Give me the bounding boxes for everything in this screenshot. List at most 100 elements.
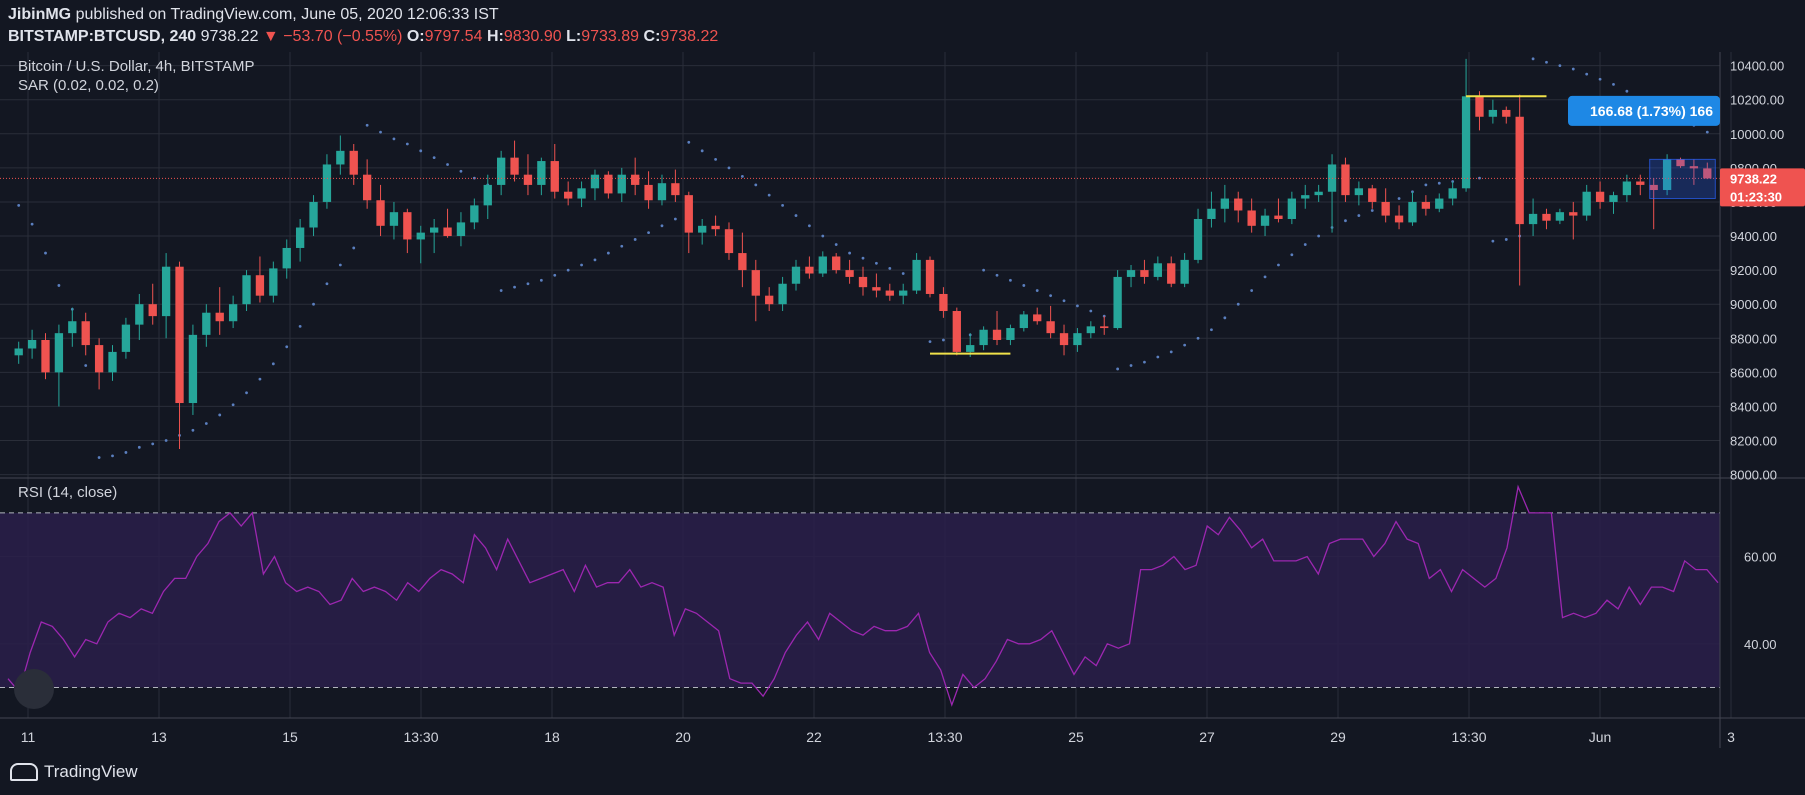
candle [952, 307, 961, 356]
candle-body [41, 339, 50, 373]
open-value: 9797.54 [424, 28, 483, 45]
candle-body [1193, 218, 1203, 260]
candle [631, 157, 640, 196]
sar-dot [1571, 67, 1575, 71]
candle [1488, 99, 1498, 124]
rsi-legend[interactable]: RSI (14, close) [18, 484, 117, 501]
sar-dot [204, 422, 208, 425]
published-text: published on TradingView.com, June 05, 2… [75, 6, 499, 23]
rsi-levels [0, 512, 1720, 688]
sar-dot [258, 377, 262, 381]
candle [1140, 259, 1149, 284]
price-tick-label: 10200.00 [1730, 93, 1784, 108]
sar-legend[interactable]: SAR (0.02, 0.02, 0.2) [18, 77, 159, 94]
price-tick-label: 10000.00 [1730, 127, 1784, 142]
tradingview-logo[interactable]: TradingView [10, 762, 138, 782]
time-tick-label: 15 [282, 729, 298, 745]
candle-body [255, 275, 265, 296]
symbol-label[interactable]: BITSTAMP:BTCUSD, 240 [8, 28, 197, 45]
candle [309, 195, 318, 237]
candlestick-chart[interactable]: 10400.0010200.0010000.009800.009600.0094… [0, 52, 1805, 748]
candle [255, 256, 265, 303]
candle [1234, 191, 1243, 223]
candle-body [1461, 96, 1471, 189]
candle [1381, 188, 1390, 223]
candle-body [1086, 326, 1095, 334]
candle [362, 159, 372, 209]
sar-dot [164, 439, 168, 442]
candle [724, 222, 734, 260]
measure-box[interactable] [1649, 158, 1716, 200]
candle-body [121, 324, 131, 352]
candle-body [135, 304, 144, 325]
sar-dot [1531, 57, 1535, 61]
sar-dot [1344, 219, 1347, 223]
candle-body [1528, 213, 1538, 225]
key-levels [930, 95, 1547, 355]
instrument-legend[interactable]: Bitcoin / U.S. Dollar, 4h, BITSTAMP [18, 58, 254, 75]
candle [188, 324, 198, 415]
candle-body [1622, 181, 1632, 196]
candle [94, 338, 104, 390]
candle [497, 150, 506, 196]
candle-body [470, 205, 479, 223]
candle-body [1059, 333, 1069, 346]
sar-dot [580, 263, 583, 267]
sar-dot [84, 364, 88, 367]
candle [389, 201, 399, 240]
measure-tooltip-text: 166.68 (1.73%) 166 [1590, 103, 1713, 119]
candle-body [456, 222, 466, 237]
sar-dot [231, 403, 235, 407]
candle-body [389, 212, 399, 226]
candle [644, 171, 653, 209]
candle-body [68, 321, 77, 334]
candle-body [872, 287, 881, 291]
sar-dot [111, 454, 114, 458]
sar-dot [1545, 60, 1548, 64]
price-tick-label: 9400.00 [1730, 229, 1777, 244]
sar-dot [312, 302, 315, 306]
sar-dot [861, 256, 865, 260]
candle [1689, 159, 1699, 185]
candle-body [1542, 213, 1551, 221]
sar-dot [1317, 234, 1321, 238]
sar-dot [1263, 275, 1267, 279]
sar-dot [901, 272, 905, 275]
candle-body [148, 304, 157, 317]
candle-body [215, 312, 224, 322]
chart-header: JibinMG published on TradingView.com, Ju… [0, 0, 1805, 52]
publisher-name[interactable]: JibinMG [8, 6, 72, 23]
candle-body [979, 329, 988, 346]
candle [148, 283, 157, 325]
candle [657, 174, 667, 206]
sar-dot [1049, 294, 1053, 298]
candle [1086, 321, 1095, 339]
sar-dot [1370, 209, 1374, 212]
rsi-axis[interactable]: 60.00 40.00 [1744, 550, 1777, 652]
sar-dot [1196, 336, 1200, 340]
sar-dot [700, 149, 704, 153]
sar-dot [1169, 350, 1173, 354]
sar-dot [1143, 360, 1146, 364]
candle [791, 259, 801, 291]
candle-body [1019, 314, 1028, 329]
candle [523, 154, 533, 196]
sar-dot [740, 174, 744, 178]
price-tick-label: 8200.00 [1730, 434, 1777, 449]
sar-dot [1183, 343, 1187, 347]
sar-dot [513, 285, 516, 289]
price-axis[interactable]: 10400.0010200.0010000.009800.009600.0094… [1730, 59, 1784, 483]
candle [550, 144, 559, 199]
candle [510, 140, 519, 182]
rsi-band [0, 512, 1720, 688]
sar-dot [1236, 302, 1240, 306]
price-tick-label: 10400.00 [1730, 59, 1784, 74]
candle [1126, 265, 1136, 288]
candle [858, 266, 868, 296]
time-tick-label: 29 [1330, 729, 1346, 745]
candle-body [1488, 109, 1498, 117]
candle [269, 261, 278, 303]
candle-body [858, 276, 868, 288]
tradingview-badge-icon[interactable] [14, 669, 54, 709]
